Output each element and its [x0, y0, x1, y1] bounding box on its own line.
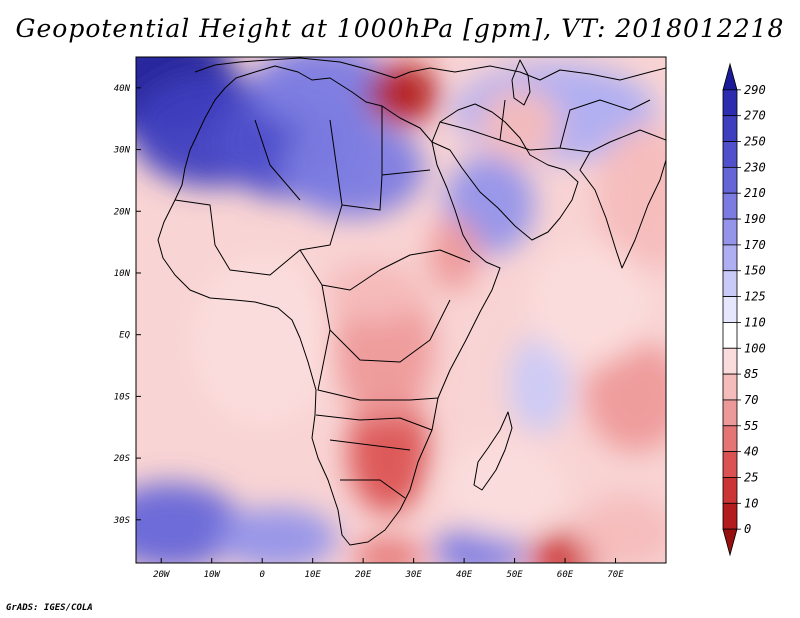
lat-label-10n: 10N	[114, 269, 131, 279]
height-anomaly-23	[529, 242, 651, 366]
lat-label-30s: 30S	[113, 516, 131, 526]
colorbar-label-85: 85	[744, 367, 758, 381]
colorbar-label-210: 210	[744, 186, 766, 200]
height-anomaly-24	[443, 439, 566, 539]
colorbar-label-290: 290	[744, 83, 766, 97]
colorbar-segment-10	[722, 322, 738, 349]
lat-label-eq: EQ	[119, 331, 130, 341]
colorbar-label-190: 190	[744, 212, 766, 226]
map-title: Geopotential Height at 1000hPa [gpm], VT…	[15, 14, 785, 43]
europe-coastline	[194, 57, 666, 81]
colorbar-label-25: 25	[744, 470, 758, 484]
colorbar-label-230: 230	[744, 160, 766, 174]
colorbar-label-0: 0	[744, 522, 751, 536]
borders-southern-africa	[315, 414, 433, 499]
colorbar-label-70: 70	[744, 393, 758, 407]
height-anomaly-7	[136, 482, 242, 563]
lon-label-20e: 20E	[355, 570, 372, 580]
borders-central-africa	[299, 249, 471, 401]
lat-label-10s: 10S	[114, 392, 131, 402]
colorbar-label-40: 40	[744, 445, 758, 459]
colorbar-segment-2	[722, 115, 738, 142]
height-anomaly-19	[595, 124, 666, 273]
colorbar-label-100: 100	[744, 341, 766, 355]
colorbar-segment-6	[722, 218, 738, 246]
colorbar-label-170: 170	[744, 238, 766, 252]
colorbar-segment-16	[722, 477, 738, 504]
africa-coastline	[157, 65, 501, 546]
borders-middle-east	[439, 99, 651, 153]
colorbar-segment-8	[722, 270, 738, 297]
colorbar-segment-5	[722, 192, 738, 220]
colorbar-label-150: 150	[744, 264, 766, 278]
lon-label-10e: 10E	[305, 570, 322, 580]
height-anomaly-20	[479, 87, 560, 162]
lat-label-20s: 20S	[114, 454, 131, 464]
lon-label-70e: 70E	[607, 570, 624, 580]
colorbar-segment-4	[722, 166, 738, 194]
height-anomaly-17	[353, 538, 424, 563]
colorbar-label-55: 55	[744, 419, 758, 433]
height-field	[136, 57, 666, 563]
lon-label-10w: 10W	[204, 570, 222, 580]
colorbar-segment-12	[722, 373, 738, 401]
colorbar-label-10: 10	[744, 496, 758, 510]
lon-label-40e: 40E	[456, 570, 473, 580]
madagascar-coastline	[473, 411, 513, 491]
colorbar-top-triangle	[722, 62, 738, 91]
lat-label-20n: 20N	[114, 207, 131, 217]
colorbar-segment-17	[722, 502, 738, 530]
lat-label-30n: 30N	[113, 146, 131, 156]
colorbar-bottom-triangle	[722, 528, 738, 557]
lon-label-20w: 20W	[153, 570, 171, 580]
lon-label-60e: 60E	[557, 570, 574, 580]
coastlines-and-borders	[157, 57, 666, 546]
lat-label-40n: 40N	[114, 84, 131, 94]
caspian-coastline	[511, 59, 531, 106]
colorbar-segment-1	[722, 89, 738, 117]
colorbar-segment-7	[722, 244, 738, 272]
grads-credit: GrADS: IGES/COLA	[6, 603, 93, 613]
height-anomaly-22	[191, 254, 333, 428]
height-anomaly-21	[575, 495, 666, 563]
colorbar-label-110: 110	[744, 315, 766, 329]
map-frame	[135, 56, 667, 564]
colorbar-label-270: 270	[744, 109, 766, 123]
colorbar: 2902702502302101901701501251101008570554…	[722, 62, 766, 557]
arabia-coastline	[431, 103, 579, 241]
height-anomaly-18	[585, 340, 666, 452]
height-anomaly-10	[509, 334, 571, 434]
lon-label-30e: 30E	[404, 570, 422, 580]
longitude-labels: 20W 10W 0 10E 20E 30E 40E 50E 60E 70E	[153, 558, 624, 580]
height-anomaly-4	[252, 57, 394, 132]
colorbar-label-125: 125	[744, 290, 766, 304]
colorbar-label-250: 250	[744, 135, 766, 149]
latitude-labels: 40N 30N 20N 10N EQ 10S 20S 30S	[113, 84, 141, 526]
colorbar-segment-14	[722, 425, 738, 453]
height-anomaly-3	[282, 118, 424, 218]
lon-label-0: 0	[259, 570, 264, 580]
colorbar-segment-9	[722, 296, 738, 323]
height-anomaly-15	[428, 217, 480, 292]
colorbar-segment-13	[722, 399, 738, 427]
height-anomaly-11	[368, 63, 439, 125]
colorbar-segment-11	[722, 347, 738, 375]
height-anomaly-14	[322, 260, 424, 323]
colorbar-segment-15	[722, 451, 738, 478]
lon-label-50e: 50E	[506, 570, 523, 580]
india-coastline	[579, 129, 666, 269]
colorbar-segment-3	[722, 141, 738, 168]
height-anomaly-8	[216, 507, 338, 563]
